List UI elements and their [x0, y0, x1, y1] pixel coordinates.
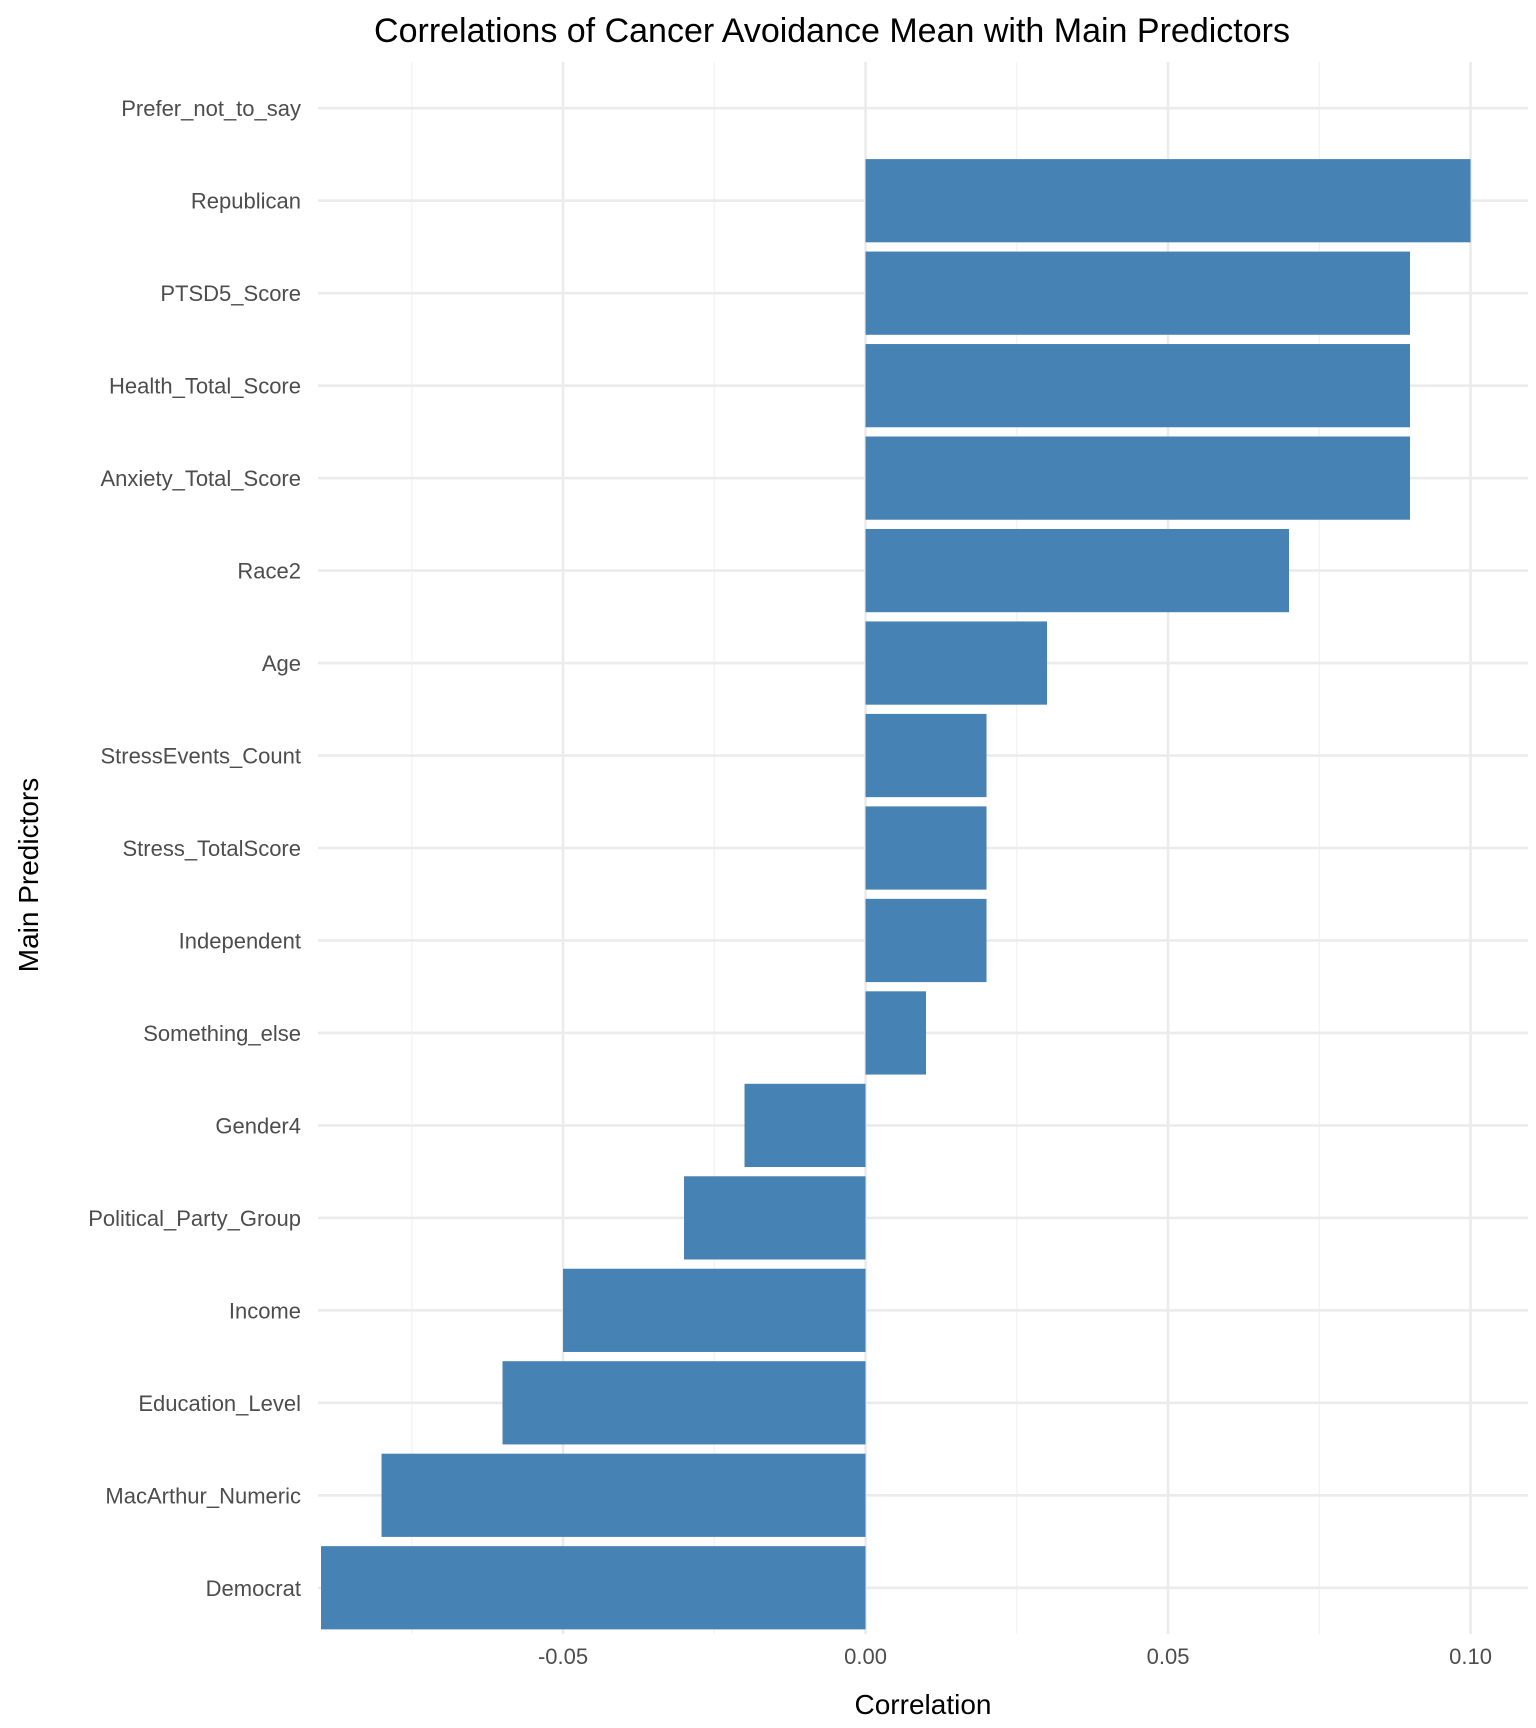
y-tick-label: Age — [262, 651, 301, 676]
bar-macarthur-numeric — [381, 1453, 866, 1537]
chart-title: Correlations of Cancer Avoidance Mean wi… — [374, 12, 1290, 50]
y-axis-tick-labels: Prefer_not_to_say Republican PTSD5_Score He… — [88, 96, 301, 1601]
bar-race2 — [865, 528, 1290, 613]
bars — [321, 159, 1471, 1630]
x-tick-label: 0.05 — [1147, 1644, 1190, 1669]
y-tick-label: Health_Total_Score — [109, 374, 301, 399]
y-tick-label: Education_Level — [138, 1391, 301, 1416]
bar-health-total-score — [865, 344, 1411, 428]
y-tick-label: StressEvents_Count — [100, 744, 301, 769]
bar-ptsd5-score — [865, 251, 1411, 335]
bar-education-level — [502, 1361, 866, 1445]
x-tick-label: 0.00 — [844, 1644, 887, 1669]
bar-income — [563, 1268, 866, 1352]
bar-republican — [865, 159, 1471, 243]
bar-stress-totalscore — [865, 806, 987, 890]
y-tick-label: Race2 — [237, 559, 301, 584]
bar-gender4 — [744, 1083, 866, 1168]
bar-something-else — [865, 991, 927, 1075]
bar-political-party-group — [684, 1176, 866, 1260]
bar-democrat — [321, 1546, 866, 1630]
bar-age — [865, 621, 1048, 705]
y-tick-label: Democrat — [206, 1576, 301, 1601]
bar-independent — [865, 898, 987, 983]
y-tick-label: PTSD5_Score — [160, 281, 301, 306]
y-tick-label: Independent — [179, 928, 301, 953]
y-tick-label: Political_Party_Group — [88, 1206, 301, 1231]
y-tick-label: Anxiety_Total_Score — [100, 466, 301, 491]
y-axis-title: Main Predictors — [13, 778, 44, 973]
bar-anxiety-total-score — [865, 436, 1411, 520]
y-tick-label: Stress_TotalScore — [122, 836, 301, 861]
x-tick-label: 0.10 — [1449, 1644, 1492, 1669]
y-tick-label: Something_else — [143, 1021, 301, 1046]
x-axis-tick-labels: -0.05 0.00 0.05 0.10 — [538, 1644, 1492, 1669]
x-axis-title: Correlation — [855, 1689, 992, 1720]
y-tick-label: Republican — [191, 189, 301, 214]
y-tick-label: Prefer_not_to_say — [121, 96, 301, 121]
y-tick-label: MacArthur_Numeric — [105, 1483, 301, 1508]
y-tick-label: Income — [229, 1298, 301, 1323]
y-tick-label: Gender4 — [215, 1113, 301, 1138]
x-tick-label: -0.05 — [538, 1644, 588, 1669]
bar-stressevents-count — [865, 713, 987, 798]
